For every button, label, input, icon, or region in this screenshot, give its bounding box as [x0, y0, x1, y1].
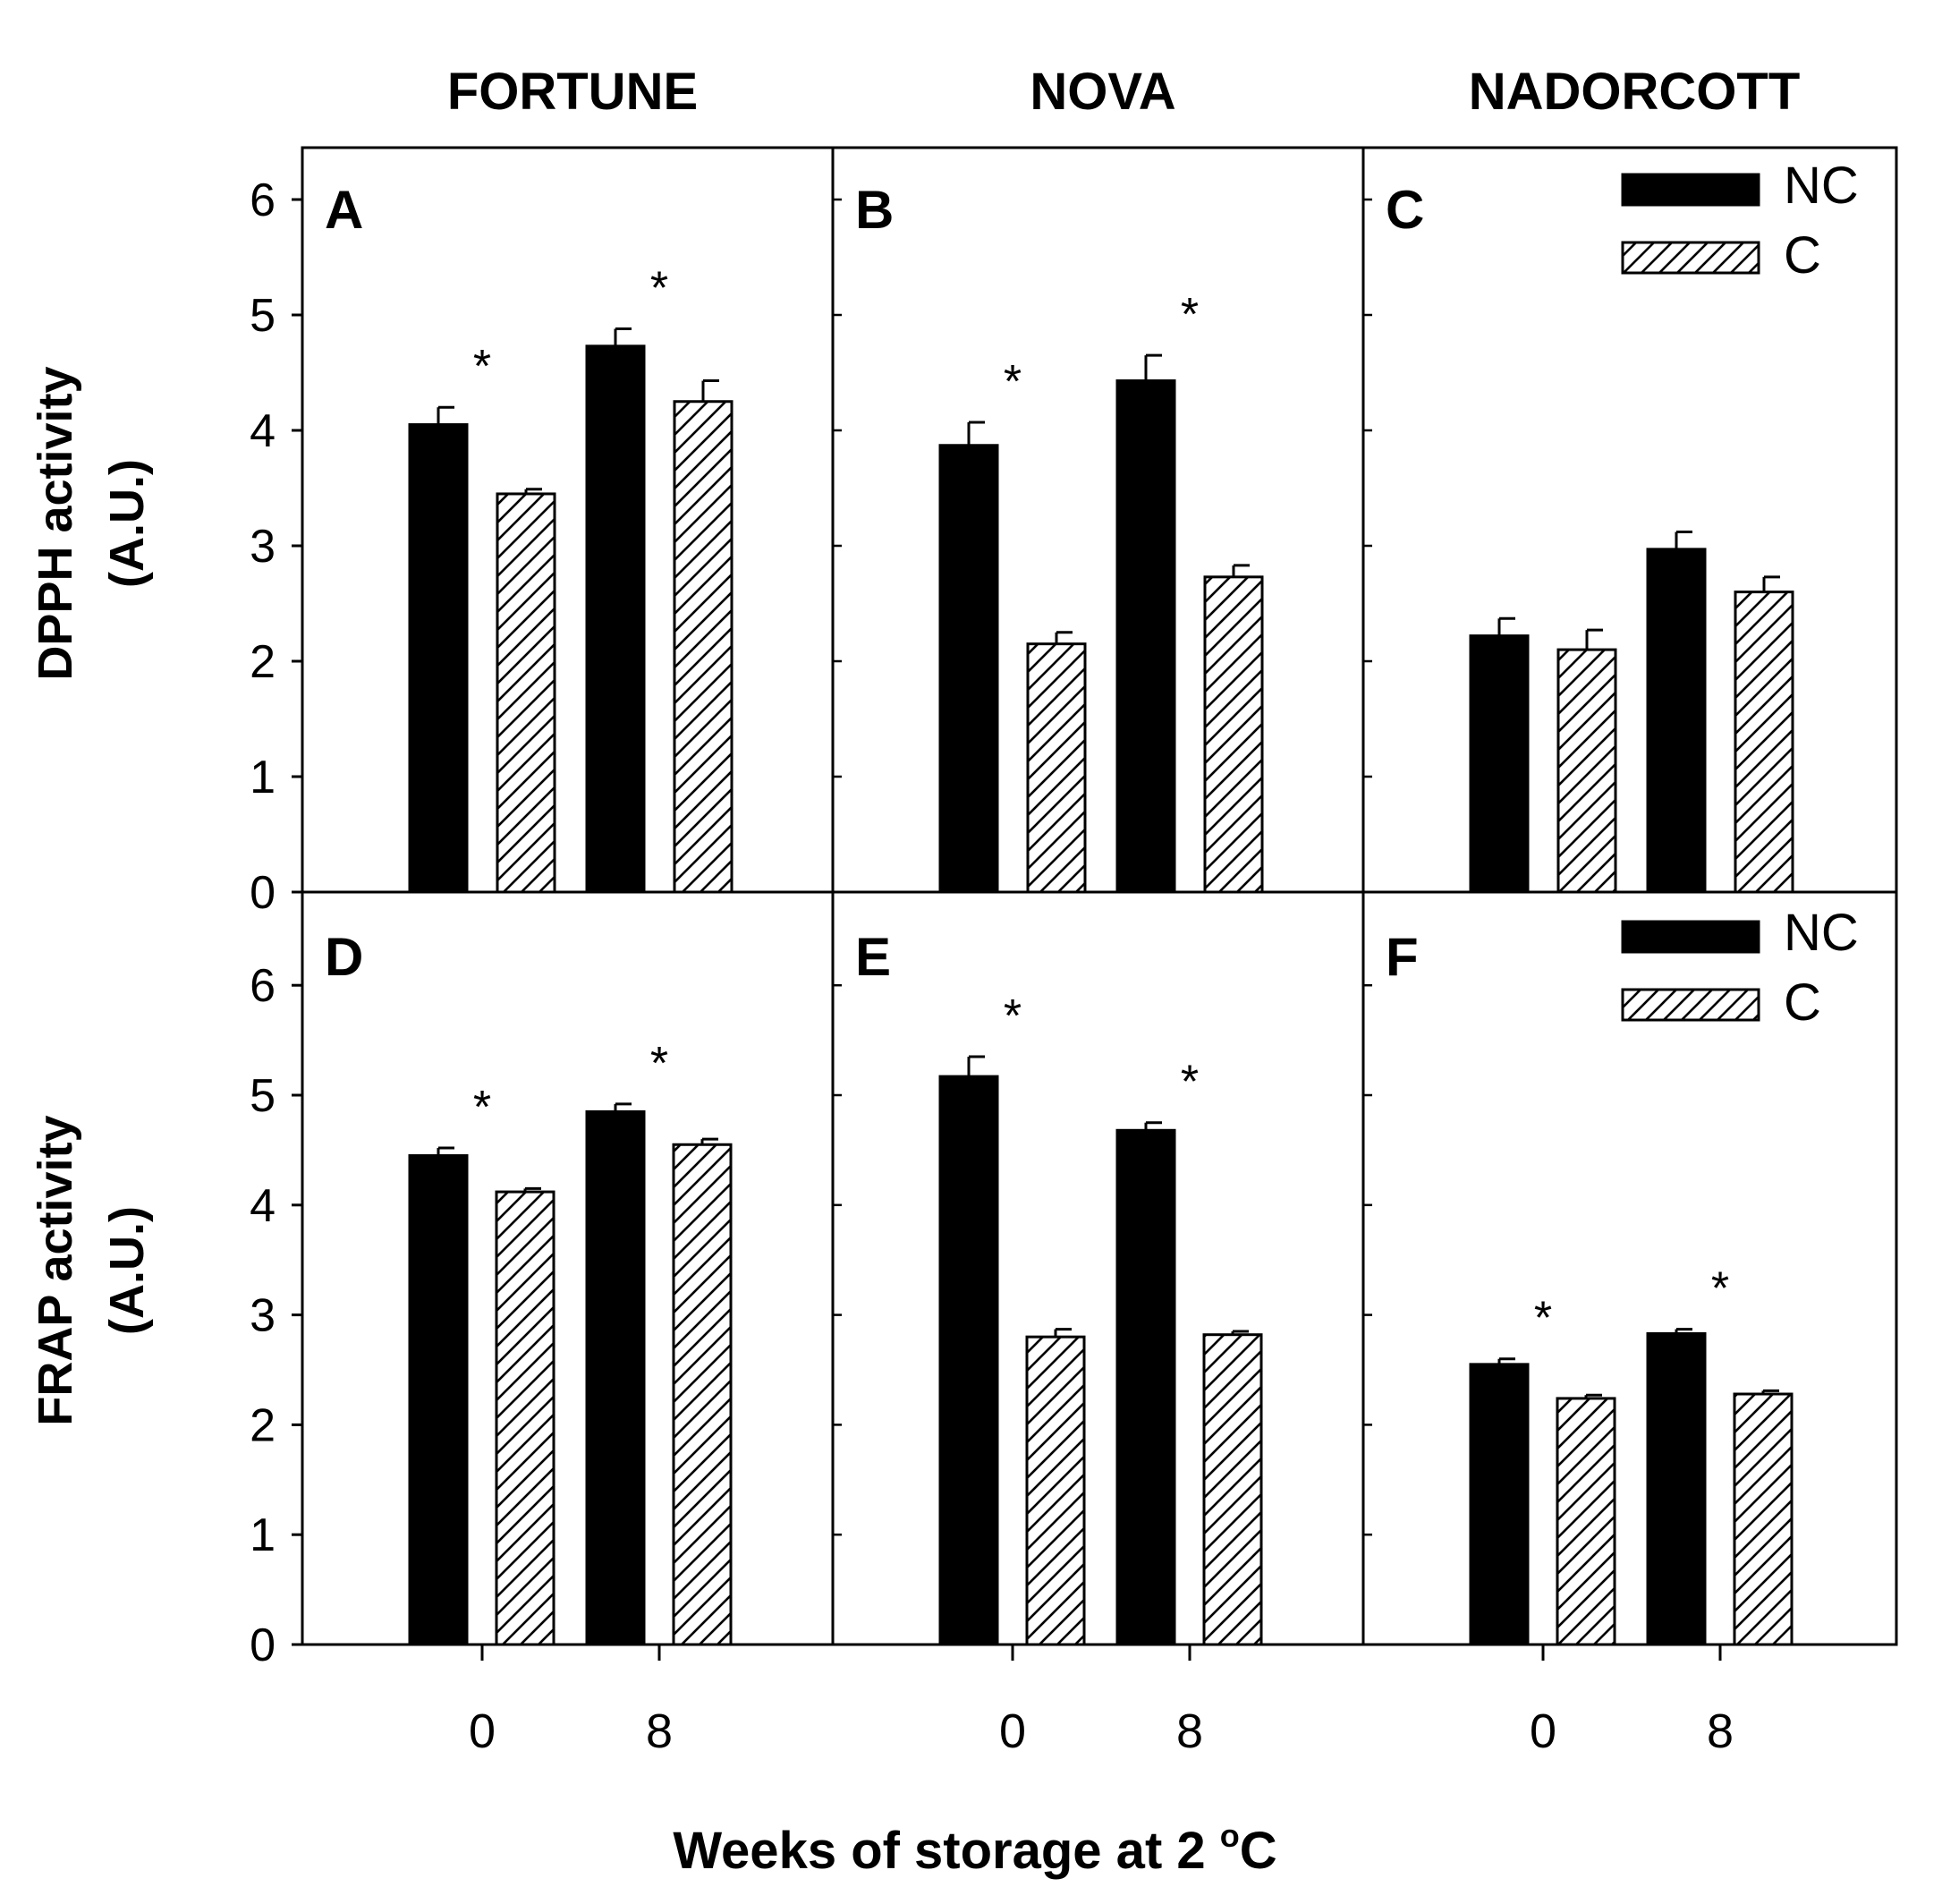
- y-axis-title-dpph: DPPH activity: [29, 366, 82, 680]
- y-axis-unit-dpph: (A.U.): [100, 459, 154, 588]
- legend-label-F-C: C: [1784, 973, 1821, 1032]
- bar-F-NC-0: [1469, 1363, 1530, 1646]
- panel-letter-B: B: [855, 180, 894, 240]
- y-tick-label-D-0: 0: [250, 1619, 276, 1671]
- column-title-fortune: FORTUNE: [447, 63, 698, 121]
- x-axis-title: Weeks of storage at 2 oC: [673, 1817, 1276, 1880]
- significance-B-0: *: [1004, 356, 1022, 408]
- bar-C-NC-8: [1646, 548, 1707, 894]
- significance-D-0: *: [473, 1082, 491, 1134]
- bar-E-NC-0: [938, 1075, 999, 1646]
- x-tick-label-E-8: 8: [1176, 1704, 1203, 1758]
- bar-A-NC-0: [408, 423, 469, 894]
- legend-swatch-C-C: [1621, 241, 1760, 275]
- panel-letter-D: D: [325, 927, 363, 987]
- x-tick-label-F-0: 0: [1530, 1704, 1556, 1758]
- bar-B-NC-0: [938, 444, 999, 894]
- legend-label-C-C: C: [1784, 226, 1821, 285]
- bar-C-C-0: [1556, 648, 1617, 894]
- bar-D-C-0: [495, 1190, 555, 1646]
- bar-F-C-0: [1556, 1397, 1616, 1646]
- x-tick-label-D-0: 0: [469, 1704, 496, 1758]
- legend-label-C-NC: NC: [1784, 157, 1859, 215]
- bar-B-C-0: [1026, 642, 1087, 894]
- bar-F-NC-8: [1646, 1331, 1707, 1646]
- significance-E-0: *: [1004, 990, 1022, 1042]
- y-tick-label-D-3: 3: [250, 1290, 276, 1342]
- bar-A-NC-8: [585, 344, 646, 894]
- significance-A-0: *: [473, 341, 491, 393]
- bar-A-C-0: [496, 492, 556, 894]
- bar-C-C-8: [1734, 591, 1794, 894]
- figure-frame: [301, 146, 1898, 1646]
- y-tick-label-A-4: 4: [250, 405, 276, 457]
- x-axis-title-superscript: o: [1220, 1817, 1240, 1854]
- significance-D-8: *: [650, 1038, 668, 1090]
- y-tick-label-D-5: 5: [250, 1070, 276, 1122]
- y-axis-title-frap: FRAP activity: [29, 1115, 82, 1425]
- x-axis-title-main: Weeks of storage at 2: [673, 1822, 1219, 1880]
- bar-D-NC-0: [408, 1154, 469, 1646]
- bar-B-C-8: [1203, 575, 1264, 894]
- column-title-nova: NOVA: [1030, 63, 1175, 121]
- bar-D-C-8: [672, 1143, 733, 1646]
- y-tick-label-A-2: 2: [250, 636, 276, 688]
- y-tick-label-A-5: 5: [250, 290, 276, 342]
- y-tick-label-A-6: 6: [250, 174, 276, 226]
- y-tick-label-A-0: 0: [250, 867, 276, 919]
- bar-D-NC-8: [585, 1109, 646, 1646]
- significance-E-8: *: [1181, 1057, 1199, 1109]
- column-title-nadorcott: NADORCOTT: [1469, 63, 1801, 121]
- legend-swatch-F-C: [1621, 988, 1760, 1022]
- y-tick-label-D-2: 2: [250, 1399, 276, 1451]
- bar-E-C-0: [1025, 1335, 1086, 1646]
- significance-F-0: *: [1534, 1293, 1552, 1345]
- significance-A-8: *: [650, 262, 668, 314]
- y-tick-label-A-1: 1: [250, 752, 276, 803]
- legend-swatch-F-NC: [1621, 920, 1760, 954]
- panel-letter-A: A: [325, 180, 363, 240]
- x-tick-label-E-0: 0: [999, 1704, 1026, 1758]
- y-axis-unit-frap: (A.U.): [100, 1206, 154, 1335]
- bar-C-NC-0: [1469, 634, 1530, 894]
- bar-E-NC-8: [1115, 1128, 1176, 1646]
- bar-B-NC-8: [1115, 379, 1176, 894]
- x-axis-title-unit: C: [1240, 1822, 1277, 1880]
- x-tick-label-D-8: 8: [646, 1704, 673, 1758]
- significance-B-8: *: [1181, 289, 1199, 341]
- panel-letter-F: F: [1386, 927, 1419, 987]
- bar-F-C-8: [1733, 1392, 1794, 1646]
- y-tick-label-A-3: 3: [250, 521, 276, 573]
- legend-label-F-NC: NC: [1784, 904, 1859, 962]
- bar-E-C-8: [1202, 1333, 1263, 1646]
- significance-F-8: *: [1711, 1263, 1729, 1315]
- bar-A-C-8: [673, 400, 734, 894]
- y-tick-label-D-4: 4: [250, 1180, 276, 1232]
- x-tick-label-F-8: 8: [1707, 1704, 1734, 1758]
- legend-swatch-C-NC: [1621, 173, 1760, 207]
- y-tick-label-D-1: 1: [250, 1509, 276, 1561]
- panel-letter-C: C: [1386, 180, 1424, 240]
- panel-letter-E: E: [855, 927, 891, 987]
- y-tick-label-D-6: 6: [250, 960, 276, 1012]
